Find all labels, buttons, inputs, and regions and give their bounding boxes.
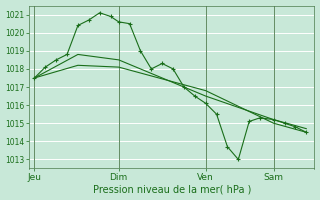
X-axis label: Pression niveau de la mer( hPa ): Pression niveau de la mer( hPa ) (92, 184, 251, 194)
